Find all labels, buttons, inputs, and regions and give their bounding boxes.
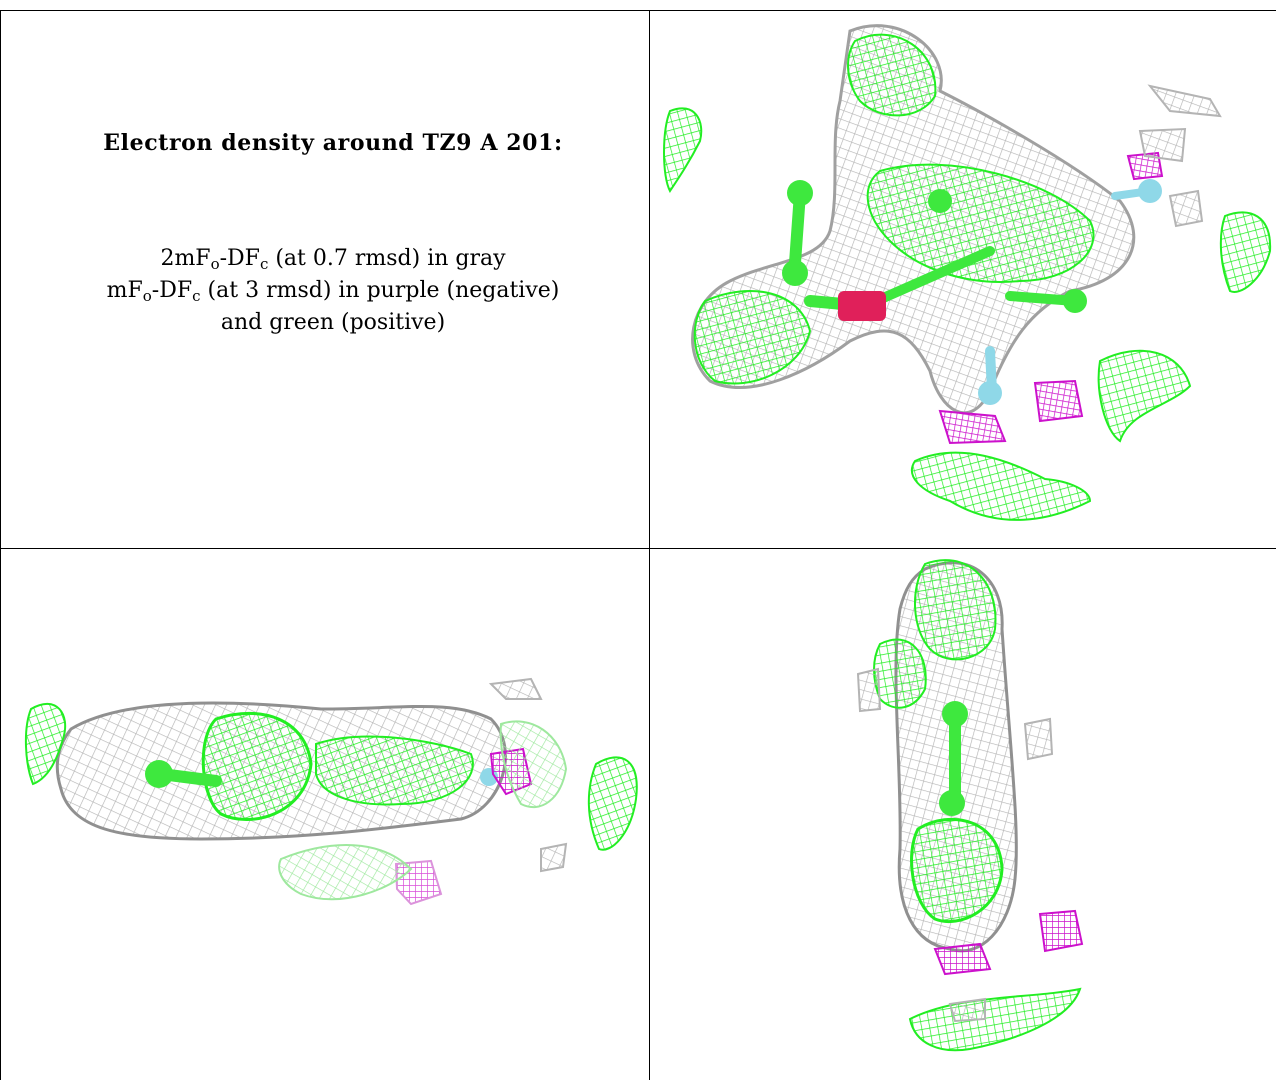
positive-density-far [910, 451, 1092, 521]
border-left [0, 10, 1, 1080]
positive-density-far [587, 756, 638, 851]
positive-density-far [873, 638, 927, 709]
carbon-atom [942, 701, 968, 727]
positive-density-core [910, 817, 1004, 924]
positive-density-ring [866, 163, 1095, 283]
end-view-render [856, 559, 1084, 1052]
border-middle [649, 10, 650, 1080]
negative-density [933, 942, 992, 976]
top-view-panel [650, 11, 1276, 548]
end-view-panel [650, 549, 1276, 1080]
negative-density [938, 409, 1007, 445]
positive-density-far [1097, 349, 1192, 443]
negative-density [1033, 379, 1084, 423]
oxygen-atom [838, 291, 886, 321]
positive-density-core [914, 559, 997, 661]
gray-density-fragment [856, 667, 882, 713]
positive-density-faint [278, 844, 413, 901]
legend-diff-line: mFo-DFc (at 3 rmsd) in purple (negative) [106, 278, 560, 305]
positive-density-core [315, 735, 474, 806]
top-view-render [663, 24, 1272, 521]
carbon-atom [787, 180, 813, 206]
positive-density-far [908, 987, 1082, 1052]
gray-density-fragment [948, 997, 986, 1023]
carbon-atom [145, 760, 173, 788]
positive-density-faint [499, 720, 568, 809]
positive-density-far [663, 107, 703, 193]
positive-density-far [1219, 211, 1272, 293]
carbon-atom [1063, 289, 1087, 313]
gray-density-fragment [1147, 84, 1222, 118]
nitrogen-atom [1138, 179, 1162, 203]
caption-title: Electron density around TZ9 A 201: [103, 130, 563, 156]
gray-density-fragment [1023, 717, 1054, 761]
nitrogen-atom [978, 381, 1002, 405]
legend-green-line: and green (positive) [220, 310, 446, 335]
side-view-panel [1, 549, 649, 1080]
caption-legend: 2mFo-DFc (at 0.7 rmsd) in gray mFo-DFc (… [18, 243, 648, 339]
gray-density-fragment [488, 677, 543, 700]
carbon-atom [782, 260, 808, 286]
positive-density-blob [847, 33, 937, 117]
border-top [0, 10, 1276, 11]
legend-gray-line: 2mFo-DFc (at 0.7 rmsd) in gray [160, 246, 506, 273]
gray-density-fragment [540, 842, 568, 873]
gray-density-fragment [1138, 127, 1187, 163]
positive-density-left [693, 290, 812, 385]
border-middle-row [0, 548, 1276, 549]
caption-cell: Electron density around TZ9 A 201: 2mFo-… [18, 0, 648, 548]
side-view-render [24, 677, 638, 906]
negative-density [1038, 909, 1084, 953]
positive-density-core [201, 711, 313, 822]
carbon-atom [928, 189, 952, 213]
gray-density-fragment [1168, 189, 1204, 228]
positive-density-far [24, 702, 67, 786]
carbon-atom [939, 790, 965, 816]
